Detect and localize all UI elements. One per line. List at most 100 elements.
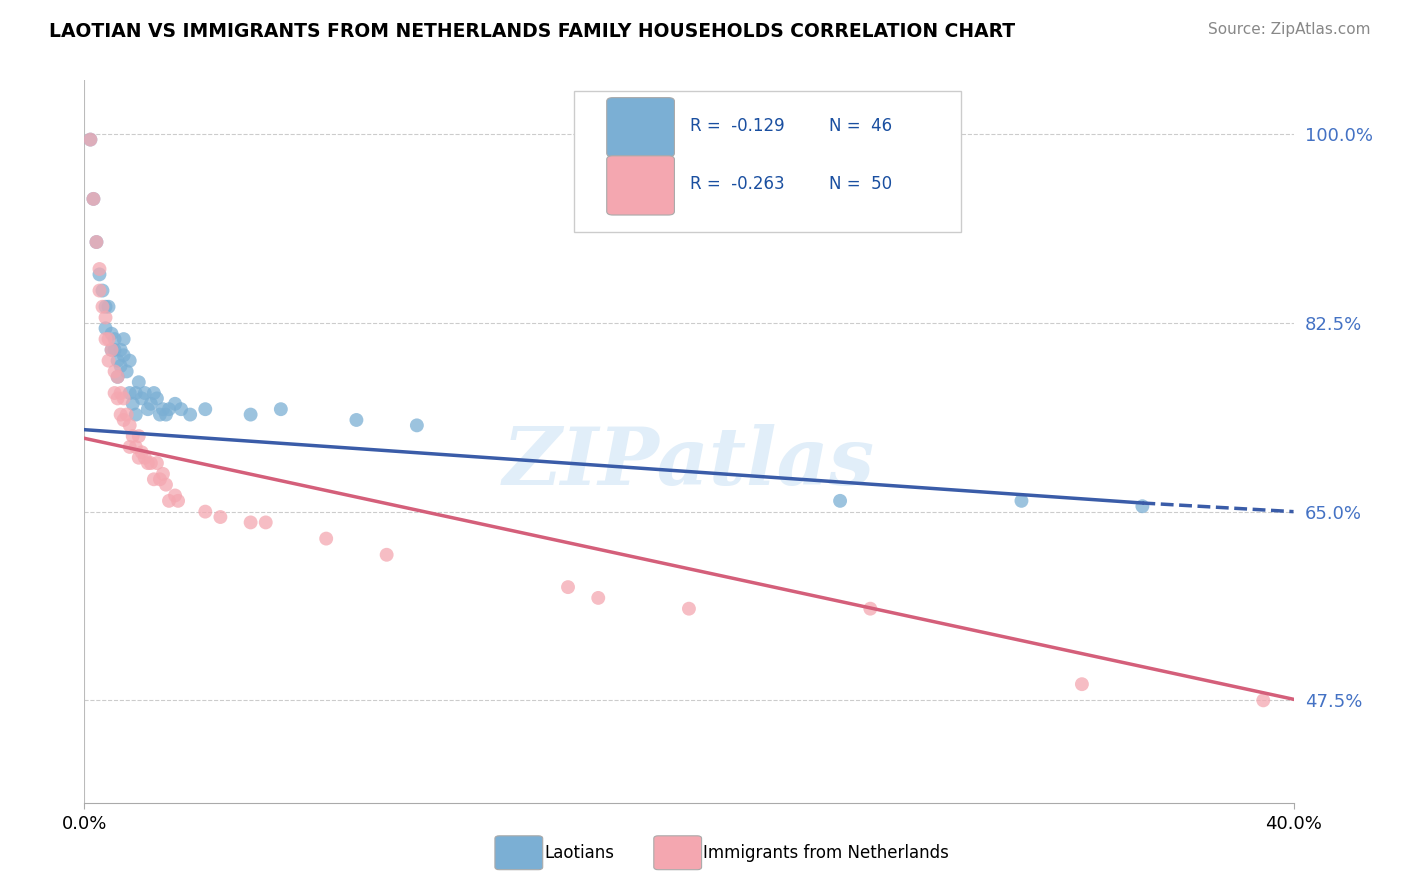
Point	[121, 429, 143, 443]
Point	[149, 408, 172, 422]
Point	[134, 386, 156, 401]
Point	[346, 413, 368, 427]
Point	[100, 343, 122, 357]
Point	[89, 262, 111, 277]
Point	[1071, 677, 1094, 691]
Point	[79, 132, 101, 146]
Point	[110, 386, 132, 401]
Text: N =  50: N = 50	[830, 175, 893, 193]
Point	[209, 510, 232, 524]
Point	[86, 235, 108, 249]
Point	[830, 493, 852, 508]
Point	[112, 392, 135, 406]
Point	[125, 440, 148, 454]
Point	[270, 402, 292, 417]
Text: Source: ZipAtlas.com: Source: ZipAtlas.com	[1208, 22, 1371, 37]
Point	[82, 192, 104, 206]
Point	[86, 235, 108, 249]
Point	[107, 369, 129, 384]
Point	[146, 456, 169, 470]
Y-axis label: Family Households: Family Households	[0, 364, 8, 519]
Point	[167, 493, 190, 508]
Point	[139, 456, 162, 470]
Point	[118, 440, 141, 454]
Text: Laotians: Laotians	[544, 844, 614, 862]
Point	[155, 477, 177, 491]
Point	[170, 402, 193, 417]
FancyBboxPatch shape	[607, 156, 675, 215]
Point	[557, 580, 579, 594]
Point	[112, 413, 135, 427]
Point	[89, 268, 111, 282]
Point	[121, 397, 143, 411]
Point	[110, 343, 132, 357]
Point	[118, 386, 141, 401]
Point	[315, 532, 337, 546]
Point	[79, 132, 101, 146]
Point	[104, 386, 127, 401]
Text: R =  -0.263: R = -0.263	[690, 175, 785, 193]
Point	[97, 353, 120, 368]
Point	[104, 332, 127, 346]
Point	[104, 343, 127, 357]
Point	[149, 472, 172, 486]
Point	[1130, 500, 1153, 514]
FancyBboxPatch shape	[607, 97, 675, 157]
Point	[115, 364, 138, 378]
Point	[194, 505, 217, 519]
Point	[678, 601, 700, 615]
Point	[157, 493, 180, 508]
Point	[97, 300, 120, 314]
Point	[859, 601, 882, 615]
Point	[194, 402, 217, 417]
Point	[375, 548, 398, 562]
Point	[146, 392, 169, 406]
Point	[94, 310, 117, 325]
Point	[152, 402, 174, 417]
Point	[239, 516, 262, 530]
Point	[107, 392, 129, 406]
Point	[100, 326, 122, 341]
Point	[155, 408, 177, 422]
Point	[1011, 493, 1033, 508]
Point	[118, 418, 141, 433]
Text: N =  46: N = 46	[830, 117, 893, 135]
Point	[91, 284, 114, 298]
Text: ZIPatlas: ZIPatlas	[503, 425, 875, 502]
Point	[125, 386, 148, 401]
Point	[100, 343, 122, 357]
Point	[136, 402, 159, 417]
Point	[91, 300, 114, 314]
Point	[139, 397, 162, 411]
Point	[89, 284, 111, 298]
Point	[179, 408, 201, 422]
Point	[128, 376, 150, 390]
Point	[107, 353, 129, 368]
Point	[152, 467, 174, 481]
Point	[142, 386, 165, 401]
Point	[142, 472, 165, 486]
FancyBboxPatch shape	[574, 91, 962, 232]
Point	[112, 332, 135, 346]
Point	[115, 408, 138, 422]
Point	[110, 359, 132, 373]
Point	[165, 488, 187, 502]
Point	[118, 353, 141, 368]
Point	[406, 418, 429, 433]
Point	[239, 408, 262, 422]
Text: LAOTIAN VS IMMIGRANTS FROM NETHERLANDS FAMILY HOUSEHOLDS CORRELATION CHART: LAOTIAN VS IMMIGRANTS FROM NETHERLANDS F…	[49, 22, 1015, 41]
Text: R =  -0.129: R = -0.129	[690, 117, 785, 135]
Point	[94, 321, 117, 335]
Point	[131, 392, 153, 406]
Point	[125, 408, 148, 422]
Point	[165, 397, 187, 411]
Point	[134, 450, 156, 465]
Point	[112, 348, 135, 362]
Point	[94, 332, 117, 346]
Point	[107, 369, 129, 384]
Point	[254, 516, 277, 530]
Point	[136, 456, 159, 470]
Point	[588, 591, 610, 605]
Point	[128, 450, 150, 465]
Point	[94, 300, 117, 314]
